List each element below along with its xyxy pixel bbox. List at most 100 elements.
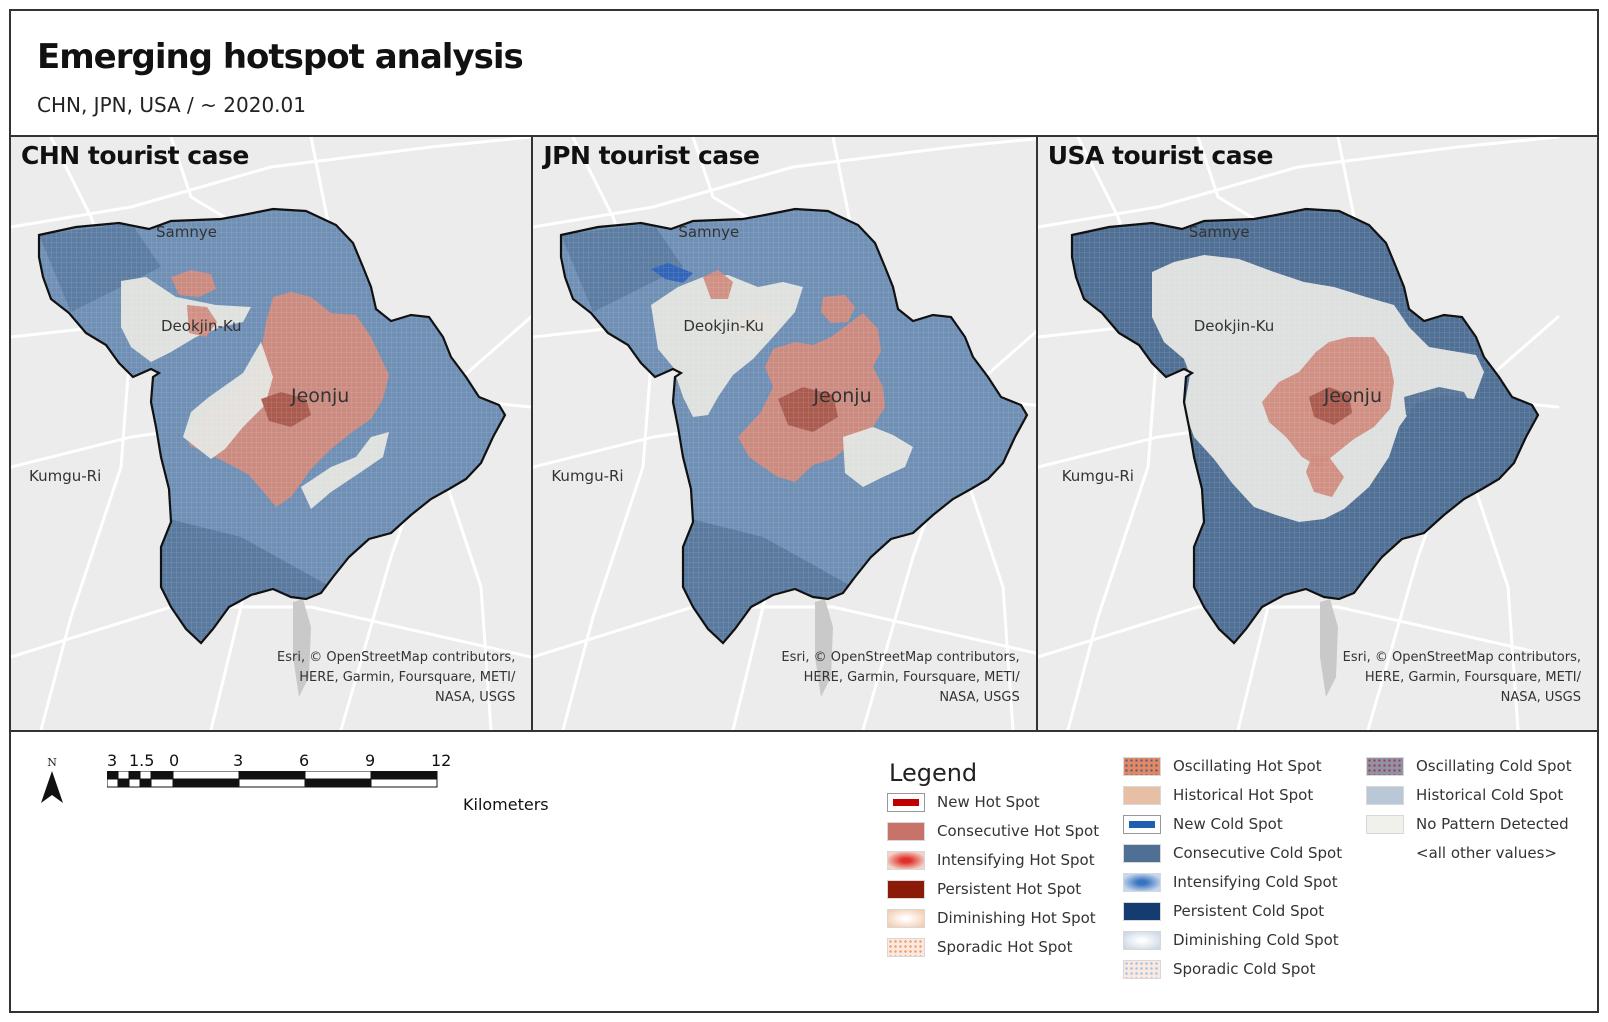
- scale-segment: [172, 771, 240, 780]
- city-boundary-outline: [37, 207, 507, 645]
- map-title: Emerging hotspot analysis: [37, 37, 524, 77]
- panel-title: CHN tourist case: [21, 141, 249, 170]
- map-subtitle: CHN, JPN, USA / ~ 2020.01: [37, 93, 306, 117]
- scale-segment: [304, 778, 372, 788]
- legend-swatch: [1123, 872, 1161, 892]
- legend-item: Persistent Cold Spot: [1123, 900, 1324, 922]
- legend-label: Diminishing Hot Spot: [937, 909, 1096, 927]
- place-label-samnye: Samnye: [1188, 223, 1250, 241]
- legend-label: Persistent Hot Spot: [937, 880, 1082, 898]
- map-panel-usa[interactable]: USA tourist case Samnye Deokjin-Ku Jeonju Ku…: [1035, 137, 1597, 730]
- legend-item: <all other values>: [1366, 842, 1557, 864]
- scale-segment: [172, 778, 240, 788]
- scale-unit: Kilometers: [463, 795, 549, 814]
- lake: [293, 599, 311, 697]
- scale-segment: [150, 771, 174, 780]
- legend-swatch: [887, 792, 925, 812]
- legend-swatch: [1123, 756, 1161, 776]
- legend-item: Intensifying Cold Spot: [1123, 871, 1338, 893]
- legend-label: Persistent Cold Spot: [1173, 902, 1325, 920]
- scale-segment: [370, 778, 438, 788]
- legend-label: Historical Hot Spot: [1173, 786, 1314, 804]
- legend-label: Sporadic Cold Spot: [1173, 960, 1316, 978]
- legend-label: Sporadic Hot Spot: [937, 938, 1073, 956]
- legend-item: Intensifying Hot Spot: [887, 849, 1095, 871]
- legend-label: No Pattern Detected: [1416, 815, 1569, 833]
- map-attribution: Esri, © OpenStreetMap contributors, HERE…: [1342, 650, 1581, 705]
- legend-item: Persistent Hot Spot: [887, 878, 1081, 900]
- legend-label: Consecutive Cold Spot: [1173, 844, 1343, 862]
- map-canvas: [533, 137, 1036, 730]
- lake: [1319, 599, 1338, 697]
- legend-item: Sporadic Hot Spot: [887, 936, 1073, 958]
- legend-swatch: [1123, 843, 1161, 863]
- map-panel-chn[interactable]: CHN tourist case Samnye Deokjin-Ku Jeonju Ku…: [11, 137, 532, 730]
- legend-swatch: [1366, 756, 1404, 776]
- place-label-kumgu: Kumgu-Ri: [1061, 467, 1134, 485]
- scale-tick-label: 6: [299, 751, 310, 770]
- scale-segment: [128, 771, 141, 780]
- scale-segment: [107, 771, 119, 780]
- legend-item: No Pattern Detected: [1366, 813, 1569, 835]
- place-label-kumgu: Kumgu-Ri: [551, 467, 624, 485]
- scale-segment: [150, 778, 174, 788]
- map-canvas: [1037, 137, 1560, 730]
- north-label: N: [47, 756, 57, 769]
- legend-swatch: [1123, 901, 1161, 921]
- city-boundary-outline: [560, 207, 1029, 645]
- place-label-samnye: Samnye: [678, 223, 740, 241]
- legend-swatch: [887, 850, 925, 870]
- legend-swatch: [887, 879, 925, 899]
- place-label-jeonju: Jeonju: [1323, 385, 1382, 407]
- city-boundary-layer: [37, 207, 507, 645]
- scale-segment: [370, 771, 438, 780]
- scale-tick-label: 0: [169, 751, 180, 770]
- legend-label: Intensifying Hot Spot: [937, 851, 1095, 869]
- legend-label: New Cold Spot: [1173, 815, 1283, 833]
- legend-swatch: [1123, 930, 1161, 950]
- legend-label: Oscillating Cold Spot: [1416, 757, 1572, 775]
- scale-tick-label: 9: [365, 751, 376, 770]
- legend-swatch: [1123, 814, 1161, 834]
- maps-row: CHN tourist case Samnye Deokjin-Ku Jeonju Ku…: [11, 135, 1597, 732]
- legend-swatch: [1366, 814, 1404, 834]
- place-label-deokjin: Deokjin-Ku: [683, 317, 764, 335]
- north-arrow-icon: [41, 771, 63, 803]
- legend-swatch: [1123, 959, 1161, 979]
- legend-item: Diminishing Cold Spot: [1123, 929, 1339, 951]
- scale-segment: [107, 778, 119, 788]
- scale-segment: [117, 778, 130, 788]
- scale-bar: [107, 771, 438, 788]
- legend-label: Oscillating Hot Spot: [1173, 757, 1322, 775]
- legend-item: Consecutive Hot Spot: [887, 820, 1099, 842]
- map-canvas: [11, 137, 532, 730]
- legend-item: Historical Hot Spot: [1123, 784, 1313, 806]
- scale-segment: [117, 771, 130, 780]
- scale-segment: [238, 778, 306, 788]
- lake: [815, 599, 834, 697]
- place-label-deokjin: Deokjin-Ku: [1193, 317, 1275, 335]
- scale-tick-label: 3: [233, 751, 244, 770]
- legend-swatch: [1366, 844, 1404, 863]
- place-label-deokjin: Deokjin-Ku: [161, 317, 242, 335]
- legend-item: New Cold Spot: [1123, 813, 1283, 835]
- legend-item: Sporadic Cold Spot: [1123, 958, 1316, 980]
- map-attribution: Esri, © OpenStreetMap contributors, HERE…: [277, 650, 516, 705]
- map-attribution: Esri, © OpenStreetMap contributors, HERE…: [781, 650, 1020, 705]
- scale-segment: [139, 771, 152, 780]
- scale-segment: [139, 778, 152, 788]
- legend-item: Oscillating Hot Spot: [1123, 755, 1322, 777]
- legend-label: Intensifying Cold Spot: [1173, 873, 1338, 891]
- panel-title: JPN tourist case: [543, 141, 760, 170]
- legend-swatch: [1366, 785, 1404, 805]
- legend-label: Historical Cold Spot: [1416, 786, 1564, 804]
- city-boundary-outline: [1070, 207, 1539, 645]
- legend-swatch: [887, 908, 925, 928]
- legend-item: Historical Cold Spot: [1366, 784, 1563, 806]
- legend-item: Diminishing Hot Spot: [887, 907, 1096, 929]
- map-panel-jpn[interactable]: JPN tourist case Samnye Deokjin-Ku Jeonju Ku…: [531, 137, 1036, 730]
- scale-segment: [304, 771, 372, 780]
- legend-label: New Hot Spot: [937, 793, 1040, 811]
- place-label-kumgu: Kumgu-Ri: [29, 467, 102, 485]
- map-layout-frame: Emerging hotspot analysis CHN, JPN, USA …: [9, 9, 1599, 1013]
